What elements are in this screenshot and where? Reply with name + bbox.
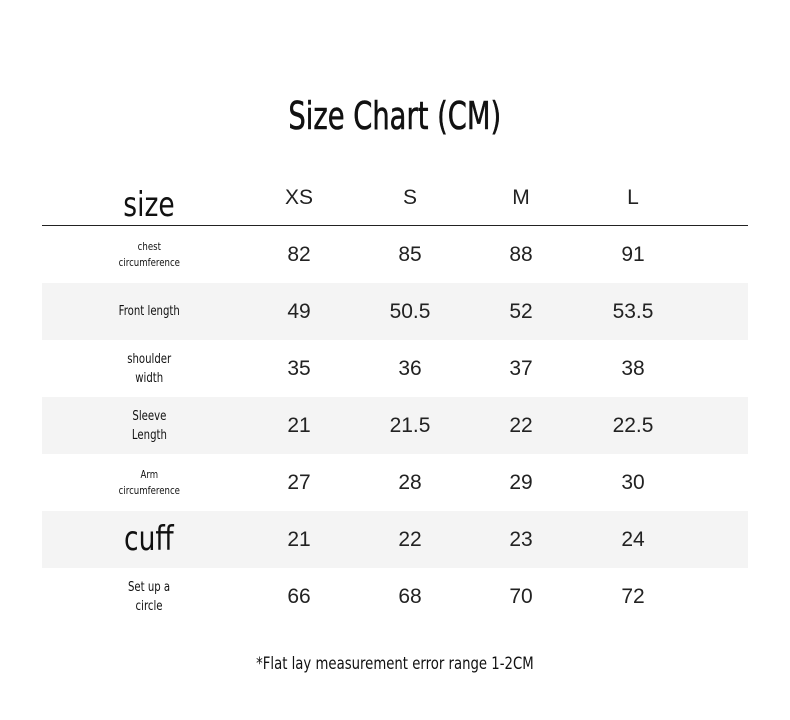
table-row: cuff 21 22 23 24 <box>42 511 748 568</box>
value-cell: 22.5 <box>612 413 654 437</box>
label-line: circle <box>135 598 163 614</box>
table-row: Set up a circle 66 68 70 72 <box>42 568 748 625</box>
row-label-text: Set up a circle <box>128 578 170 616</box>
title-text: Size Chart (CM) <box>288 94 502 139</box>
label-line: Length <box>131 427 167 443</box>
label-line: shoulder <box>126 351 171 367</box>
value-cell: 27 <box>287 470 311 494</box>
label-line: Set up a <box>127 579 171 595</box>
value-cell: 35 <box>287 356 311 380</box>
value-cell: 49 <box>287 299 311 323</box>
label-line: circumference <box>118 483 180 497</box>
row-label-text: Front length <box>118 302 179 321</box>
table-row: chest circumference 82 85 88 91 <box>42 226 748 283</box>
size-l: L <box>627 185 639 209</box>
size-s: S <box>402 185 417 209</box>
row-label: cuff <box>89 511 209 568</box>
row-label-text: chest circumference <box>118 239 179 271</box>
value-cell: 72 <box>621 584 645 608</box>
table-row: Sleeve Length 21 21.5 22 22.5 <box>42 397 748 454</box>
size-xs: XS <box>284 185 313 209</box>
row-label: Set up a circle <box>89 568 209 625</box>
value-cell: 24 <box>621 527 645 551</box>
size-header-label: size <box>89 178 209 233</box>
value-cell: 30 <box>621 470 645 494</box>
value-cell: 22 <box>398 527 422 551</box>
table-row: Arm circumference 27 28 29 30 <box>42 454 748 511</box>
size-label: size <box>123 185 175 225</box>
value-cell: 53.5 <box>612 299 654 323</box>
row-label-text: Arm circumference <box>118 467 179 499</box>
value-cell: 66 <box>287 584 311 608</box>
value-cell: 21 <box>287 527 311 551</box>
label-line: circumference <box>118 255 180 269</box>
value-cell: 23 <box>509 527 533 551</box>
row-label: shoulder width <box>89 340 209 397</box>
value-cell: 21.5 <box>389 413 431 437</box>
row-label: Front length <box>89 283 209 340</box>
row-label-text: shoulder width <box>127 350 171 388</box>
label-line: Front length <box>118 304 180 319</box>
row-label: Sleeve Length <box>89 397 209 454</box>
value-cell: 50.5 <box>389 299 431 323</box>
label-line: Sleeve <box>132 408 166 424</box>
note-text: *Flat lay measurement error range 1-2CM <box>256 654 534 674</box>
label-line: Arm <box>140 467 158 481</box>
value-cell: 82 <box>287 242 311 266</box>
size-m: M <box>512 185 530 209</box>
table-row: Front length 49 50.5 52 53.5 <box>42 283 748 340</box>
label-line: cuff <box>124 519 174 559</box>
value-cell: 85 <box>398 242 422 266</box>
value-cell: 29 <box>509 470 533 494</box>
label-line: chest <box>137 239 161 253</box>
measurement-note: *Flat lay measurement error range 1-2CM <box>0 654 790 674</box>
value-cell: 70 <box>509 584 533 608</box>
row-label-text: cuff <box>124 519 174 559</box>
row-label: Arm circumference <box>89 454 209 511</box>
label-line: width <box>135 370 163 386</box>
value-cell: 38 <box>621 356 645 380</box>
value-cell: 68 <box>398 584 422 608</box>
row-label-text: Sleeve Length <box>132 407 167 445</box>
value-cell: 52 <box>509 299 533 323</box>
page-title: Size Chart (CM) <box>0 94 790 139</box>
value-cell: 36 <box>398 356 422 380</box>
value-cell: 21 <box>287 413 311 437</box>
value-cell: 22 <box>509 413 533 437</box>
table-header: size XS S M L <box>42 170 748 226</box>
row-label: chest circumference <box>89 226 209 283</box>
value-cell: 91 <box>621 242 645 266</box>
value-cell: 28 <box>398 470 422 494</box>
value-cell: 37 <box>509 356 533 380</box>
table-row: shoulder width 35 36 37 38 <box>42 340 748 397</box>
value-cell: 88 <box>509 242 533 266</box>
